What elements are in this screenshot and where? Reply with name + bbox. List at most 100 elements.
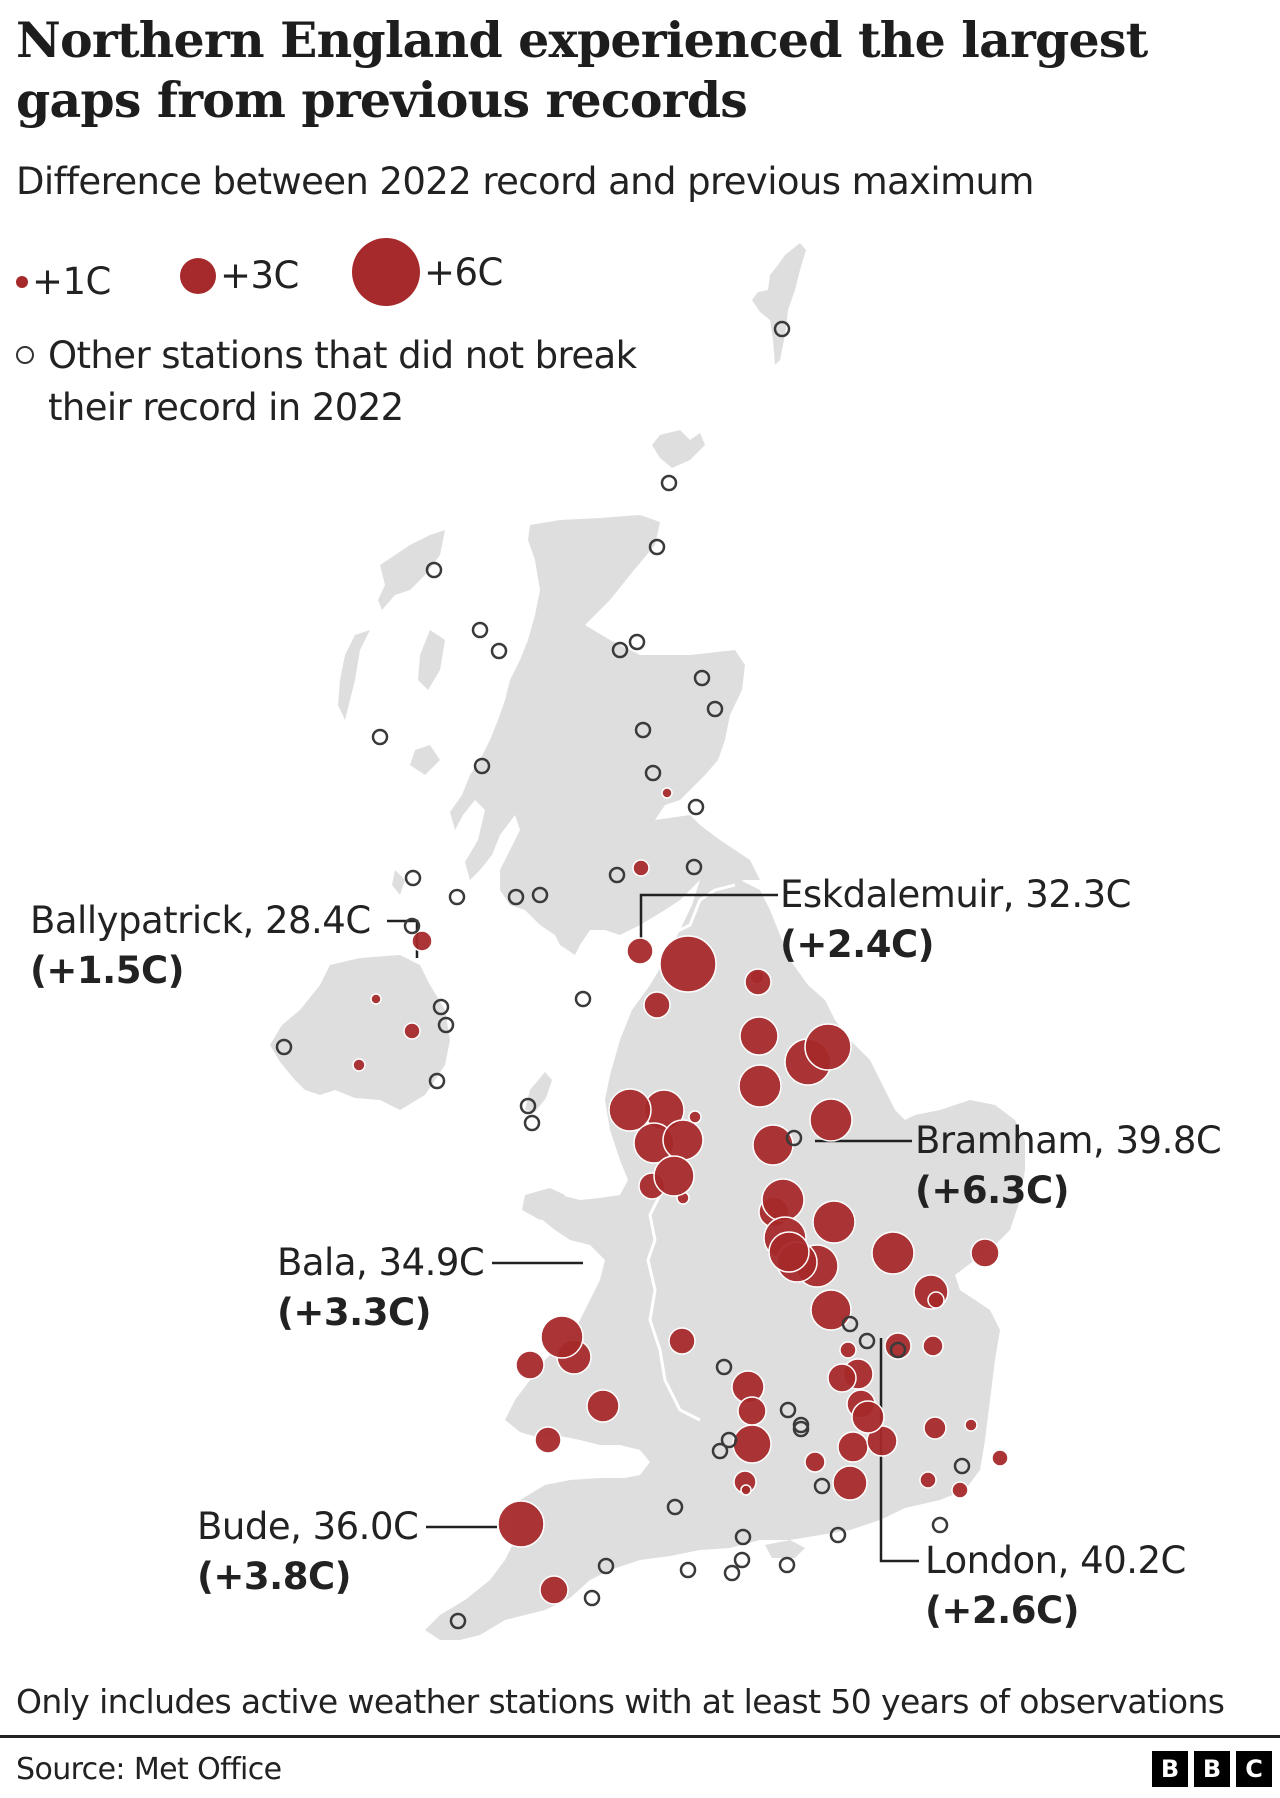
record-station-circle bbox=[540, 1315, 584, 1359]
record-station-circle bbox=[919, 1471, 937, 1489]
record-station-circle bbox=[608, 1088, 652, 1132]
scotland-land bbox=[450, 515, 760, 955]
chart-title: Northern England experienced the largest… bbox=[16, 11, 1148, 129]
other-station-circle bbox=[792, 1420, 810, 1438]
annotation-temp: Bramham, 39.8C bbox=[915, 1119, 1222, 1162]
record-station-circle bbox=[688, 1110, 702, 1124]
record-station-circle bbox=[923, 1416, 947, 1440]
record-station-circle bbox=[744, 968, 772, 996]
footer-divider bbox=[0, 1735, 1280, 1738]
wales-england-border bbox=[646, 1194, 701, 1422]
other-station-circle bbox=[404, 869, 422, 887]
record-station-circle bbox=[737, 1396, 767, 1426]
legend-item-6c: +6C bbox=[352, 238, 503, 306]
other-station-circle bbox=[778, 1556, 796, 1574]
legend-other-label: Other stations that did not break their … bbox=[48, 334, 637, 429]
record-station-circle bbox=[411, 930, 433, 952]
leader-eskdalemuir bbox=[639, 893, 778, 940]
record-station-circle bbox=[964, 1418, 978, 1432]
legend-dot-small-icon bbox=[16, 275, 28, 288]
other-station-circle bbox=[711, 1442, 729, 1460]
other-station-circle bbox=[687, 798, 705, 816]
record-station-circle bbox=[738, 1064, 782, 1108]
other-station-circle bbox=[953, 1457, 971, 1475]
hollow-circle-icon bbox=[16, 346, 34, 364]
other-station-circle bbox=[519, 1097, 537, 1115]
other-station-circle bbox=[693, 669, 711, 687]
source-credit: Source: Met Office bbox=[16, 1752, 282, 1787]
record-station-circle bbox=[761, 1178, 805, 1222]
annotation-bude: Bude, 36.0C (+3.8C) bbox=[197, 1502, 419, 1602]
record-station-circle bbox=[871, 1231, 915, 1275]
outer-hebrides-land bbox=[338, 530, 445, 720]
other-station-circle bbox=[574, 990, 592, 1008]
other-station-circle bbox=[706, 700, 724, 718]
record-station-circle bbox=[653, 1155, 695, 1197]
other-station-circle bbox=[628, 633, 646, 651]
record-station-circle bbox=[970, 1238, 1000, 1268]
other-station-circle bbox=[733, 1551, 751, 1569]
other-station-circle bbox=[403, 917, 421, 935]
other-station-circle bbox=[437, 1016, 455, 1034]
annotation-diff: (+2.6C) bbox=[925, 1589, 1080, 1632]
record-station-circle bbox=[839, 1341, 857, 1359]
record-station-circle bbox=[804, 1451, 826, 1473]
northern-ireland-land bbox=[270, 955, 450, 1110]
other-station-circle bbox=[608, 866, 626, 884]
other-station-circle bbox=[685, 858, 703, 876]
annotation-temp: Ballypatrick, 28.4C bbox=[30, 899, 371, 942]
other-station-circle bbox=[841, 1315, 859, 1333]
record-station-circle bbox=[768, 1231, 810, 1273]
other-station-circle bbox=[428, 1072, 446, 1090]
other-station-circle bbox=[734, 1528, 752, 1546]
boundaries bbox=[629, 883, 736, 1422]
record-station-circle bbox=[804, 1023, 852, 1071]
record-station-circle bbox=[832, 1465, 868, 1501]
record-station-circle bbox=[586, 1389, 620, 1423]
orkney-land bbox=[652, 430, 705, 468]
record-station-circle bbox=[659, 935, 717, 993]
legend-item-1c: +1C bbox=[16, 260, 111, 303]
other-station-circle bbox=[490, 642, 508, 660]
annotation-diff: (+3.8C) bbox=[197, 1555, 352, 1598]
other-station-circle bbox=[275, 1038, 293, 1056]
record-station-circle bbox=[497, 1500, 545, 1548]
other-station-circle bbox=[611, 641, 629, 659]
annotation-diff: (+6.3C) bbox=[915, 1169, 1070, 1212]
record-station-circle bbox=[922, 1335, 944, 1357]
record-station-circle bbox=[632, 859, 650, 877]
logo-letter: B bbox=[1194, 1751, 1230, 1787]
other-station-circle bbox=[471, 621, 489, 639]
other-station-circles bbox=[275, 320, 971, 1630]
other-station-circle bbox=[858, 1332, 876, 1350]
record-station-circle bbox=[661, 787, 673, 799]
annotation-diff: (+1.5C) bbox=[30, 949, 185, 992]
legend-label: +6C bbox=[424, 250, 503, 294]
other-station-circle bbox=[648, 538, 666, 556]
legend-dot-medium-icon bbox=[180, 257, 216, 294]
chart-subtitle: Difference between 2022 record and previ… bbox=[16, 160, 1034, 203]
other-station-circle bbox=[448, 888, 466, 906]
logo-letter: C bbox=[1236, 1751, 1272, 1787]
inner-isles-land bbox=[392, 630, 445, 895]
legend-dot-large-icon bbox=[352, 238, 420, 306]
other-station-circle bbox=[473, 757, 491, 775]
other-station-circle bbox=[523, 1114, 541, 1132]
legend-label: +3C bbox=[220, 254, 299, 297]
other-station-circle bbox=[644, 764, 662, 782]
isle-of-wight-land bbox=[765, 1540, 805, 1558]
record-station-circle bbox=[662, 1119, 704, 1161]
scotland-england-border bbox=[629, 883, 736, 937]
record-station-circle bbox=[810, 1289, 852, 1331]
record-station-circle bbox=[539, 1575, 569, 1605]
other-station-circle bbox=[829, 1526, 847, 1544]
isle-of-man-land bbox=[525, 1072, 552, 1112]
annotation-temp: Eskdalemuir, 32.3C bbox=[780, 873, 1132, 916]
other-station-circle bbox=[785, 1129, 803, 1147]
other-station-circle bbox=[531, 886, 549, 904]
record-station-circle bbox=[643, 991, 671, 1019]
annotation-ballypatrick: Ballypatrick, 28.4C (+1.5C) bbox=[30, 896, 371, 996]
other-station-circle bbox=[720, 1431, 738, 1449]
other-station-circle bbox=[813, 1477, 831, 1495]
record-station-circle bbox=[534, 1426, 562, 1454]
